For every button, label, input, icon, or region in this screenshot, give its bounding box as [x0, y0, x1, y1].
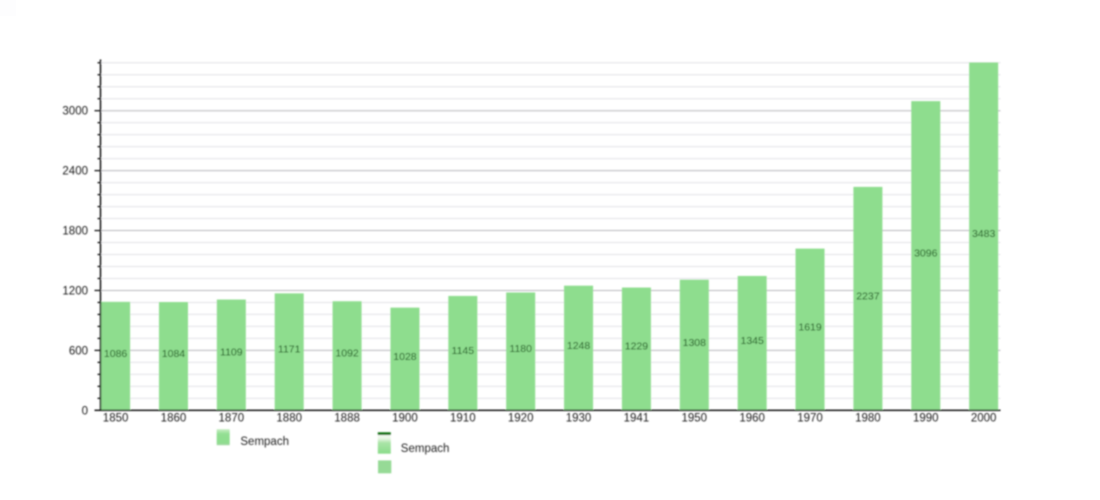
svg-text:3096: 3096 — [914, 248, 938, 260]
svg-text:1086: 1086 — [104, 348, 128, 360]
svg-text:1619: 1619 — [798, 321, 822, 333]
svg-text:1229: 1229 — [625, 341, 649, 353]
svg-text:1109: 1109 — [220, 347, 243, 359]
svg-text:Sempach: Sempach — [401, 443, 450, 455]
svg-text:1180: 1180 — [509, 343, 532, 355]
svg-text:1870: 1870 — [219, 413, 245, 425]
svg-text:1970: 1970 — [797, 413, 823, 425]
svg-text:3483: 3483 — [972, 228, 996, 240]
svg-text:0: 0 — [82, 405, 88, 417]
svg-text:2400: 2400 — [62, 166, 88, 178]
svg-text:1345: 1345 — [740, 335, 764, 347]
svg-text:1084: 1084 — [162, 348, 186, 360]
svg-text:Sempach: Sempach — [240, 436, 289, 448]
svg-text:1248: 1248 — [567, 340, 591, 352]
svg-text:1910: 1910 — [450, 413, 476, 425]
svg-text:1092: 1092 — [335, 348, 359, 360]
svg-text:1900: 1900 — [392, 413, 418, 425]
svg-text:1171: 1171 — [278, 344, 301, 356]
svg-text:1145: 1145 — [452, 345, 475, 357]
svg-text:3000: 3000 — [62, 106, 88, 118]
svg-text:1930: 1930 — [566, 413, 592, 425]
svg-text:1960: 1960 — [739, 413, 765, 425]
svg-text:1850: 1850 — [103, 413, 129, 425]
svg-text:1800: 1800 — [62, 226, 88, 238]
svg-text:2000: 2000 — [971, 413, 997, 425]
svg-text:2237: 2237 — [856, 290, 880, 302]
svg-text:1028: 1028 — [393, 351, 417, 363]
svg-text:1860: 1860 — [161, 413, 187, 425]
svg-text:1920: 1920 — [508, 413, 534, 425]
svg-text:1888: 1888 — [334, 413, 360, 425]
svg-text:1308: 1308 — [683, 337, 707, 349]
svg-text:600: 600 — [69, 345, 88, 357]
svg-text:1200: 1200 — [62, 285, 88, 297]
svg-text:1880: 1880 — [276, 413, 302, 425]
svg-text:1990: 1990 — [913, 413, 939, 425]
svg-text:1941: 1941 — [624, 413, 650, 425]
svg-text:1950: 1950 — [682, 413, 708, 425]
svg-text:1980: 1980 — [855, 413, 881, 425]
